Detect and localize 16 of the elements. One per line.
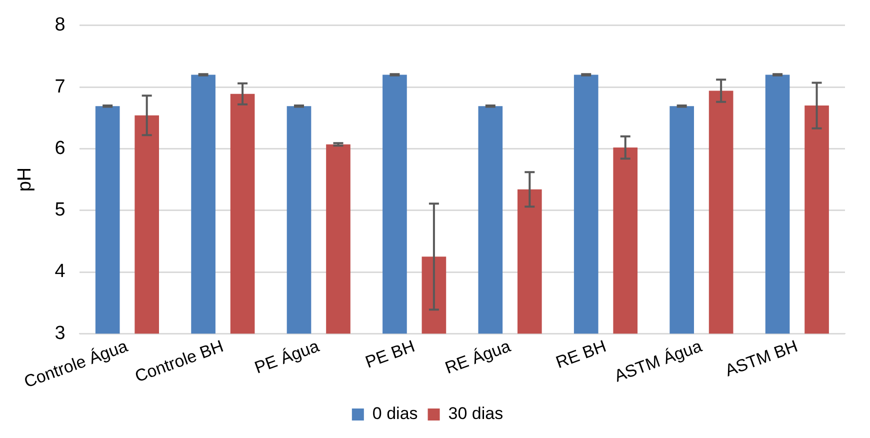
y-tick-label: 8 xyxy=(54,14,66,36)
x-tick-label: PE Água xyxy=(252,336,322,378)
legend-label: 0 dias xyxy=(372,404,418,424)
x-tick-label: ASTM Água xyxy=(612,336,705,386)
y-tick-label: 3 xyxy=(54,322,66,344)
y-tick-label: 4 xyxy=(54,261,66,282)
y-tick-label: 6 xyxy=(54,138,66,159)
y-axis-title: pH xyxy=(14,167,36,192)
y-tick-label: 7 xyxy=(54,76,66,98)
legend-label: 30 dias xyxy=(448,404,504,424)
x-tick-label: Controle BH xyxy=(132,336,226,386)
x-tick-label: RE Água xyxy=(442,336,514,378)
x-tick-label: RE BH xyxy=(553,336,609,372)
x-tick-label: ASTM BH xyxy=(722,336,800,380)
y-tick-label: 5 xyxy=(54,200,66,221)
x-tick-label: PE BH xyxy=(362,336,418,372)
